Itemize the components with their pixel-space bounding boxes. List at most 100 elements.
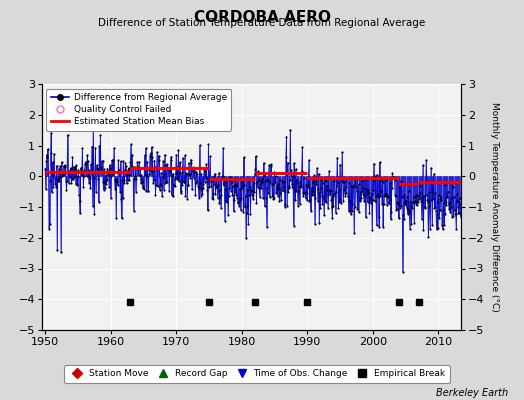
- Point: [240, 182, 248, 188]
- Point: [193, 171, 201, 178]
- Point: [54, 178, 62, 184]
- Point: [325, 190, 334, 197]
- Point: [444, 200, 453, 207]
- Point: [285, 183, 293, 189]
- Point: [79, 168, 87, 175]
- Point: [279, 183, 287, 190]
- Point: [384, 200, 392, 206]
- Point: [307, 208, 315, 214]
- Point: [238, 184, 246, 191]
- Point: [266, 179, 274, 185]
- Point: [407, 203, 415, 209]
- Point: [162, 179, 170, 185]
- Point: [195, 195, 203, 201]
- Point: [167, 154, 176, 160]
- Point: [71, 166, 79, 172]
- Point: [281, 203, 289, 210]
- Point: [185, 171, 194, 177]
- Point: [148, 167, 157, 174]
- Point: [134, 172, 143, 178]
- Point: [106, 165, 114, 171]
- Point: [193, 178, 202, 184]
- Point: [69, 176, 77, 182]
- Point: [64, 168, 72, 175]
- Point: [430, 171, 438, 177]
- Point: [412, 193, 420, 200]
- Point: [183, 182, 192, 189]
- Point: [384, 193, 392, 200]
- Point: [99, 178, 107, 185]
- Point: [175, 170, 183, 176]
- Point: [149, 180, 157, 186]
- Point: [80, 173, 88, 179]
- Point: [275, 185, 283, 192]
- Point: [443, 193, 451, 200]
- Point: [271, 173, 280, 180]
- Point: [383, 192, 391, 198]
- Point: [200, 178, 209, 185]
- Point: [105, 162, 114, 168]
- Point: [101, 185, 109, 191]
- Point: [140, 152, 149, 158]
- Point: [458, 222, 467, 228]
- Point: [236, 207, 245, 213]
- Point: [143, 158, 151, 165]
- Point: [410, 220, 418, 226]
- Point: [365, 190, 373, 196]
- Point: [191, 192, 200, 198]
- Point: [235, 203, 243, 209]
- Point: [404, 207, 412, 214]
- Point: [112, 176, 120, 182]
- Point: [86, 184, 95, 191]
- Point: [298, 144, 307, 151]
- Point: [78, 172, 86, 178]
- Point: [337, 200, 345, 206]
- Point: [105, 184, 113, 190]
- Point: [227, 179, 236, 185]
- Point: [158, 174, 167, 180]
- Point: [223, 199, 231, 205]
- Point: [258, 175, 267, 182]
- Point: [310, 172, 319, 178]
- Point: [316, 184, 325, 191]
- Point: [269, 181, 277, 187]
- Point: [71, 164, 80, 170]
- Point: [155, 156, 163, 163]
- Point: [211, 191, 220, 197]
- Point: [199, 185, 207, 191]
- Point: [181, 192, 190, 199]
- Point: [388, 184, 396, 191]
- Point: [119, 180, 128, 186]
- Point: [378, 178, 387, 185]
- Point: [199, 181, 208, 187]
- Point: [400, 192, 409, 198]
- Point: [333, 183, 341, 189]
- Point: [141, 145, 150, 152]
- Point: [172, 152, 180, 158]
- Point: [302, 182, 310, 188]
- Point: [156, 186, 164, 193]
- Point: [365, 209, 374, 216]
- Point: [139, 183, 148, 190]
- Point: [147, 168, 155, 174]
- Point: [75, 198, 84, 204]
- Point: [381, 176, 390, 183]
- Point: [237, 179, 246, 185]
- Point: [402, 198, 410, 204]
- Point: [328, 203, 336, 210]
- Point: [341, 190, 349, 196]
- Point: [213, 194, 222, 201]
- Point: [171, 170, 180, 176]
- Point: [204, 141, 213, 147]
- Point: [440, 222, 449, 228]
- Point: [129, 164, 137, 170]
- Point: [426, 226, 434, 232]
- Point: [146, 152, 154, 159]
- Point: [432, 226, 441, 232]
- Point: [210, 173, 219, 179]
- Point: [145, 171, 153, 177]
- Point: [248, 192, 257, 198]
- Y-axis label: Monthly Temperature Anomaly Difference (°C): Monthly Temperature Anomaly Difference (…: [490, 102, 499, 312]
- Point: [356, 197, 364, 204]
- Point: [77, 165, 85, 172]
